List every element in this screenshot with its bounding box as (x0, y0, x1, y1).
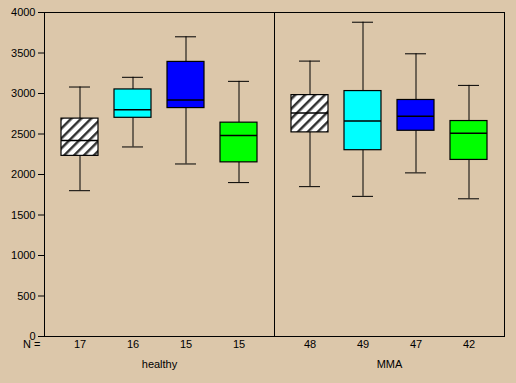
svg-text:1500: 1500 (11, 209, 35, 221)
svg-text:N =: N = (23, 338, 40, 350)
svg-text:42: 42 (463, 338, 475, 350)
svg-text:3500: 3500 (11, 47, 35, 59)
svg-text:15: 15 (233, 338, 245, 350)
svg-text:1000: 1000 (11, 249, 35, 261)
svg-text:48: 48 (304, 338, 316, 350)
svg-text:15: 15 (180, 338, 192, 350)
svg-text:MMA: MMA (377, 358, 403, 370)
svg-text:2500: 2500 (11, 128, 35, 140)
svg-text:healthy: healthy (142, 358, 178, 370)
svg-text:16: 16 (127, 338, 139, 350)
svg-text:47: 47 (410, 338, 422, 350)
svg-text:500: 500 (17, 290, 35, 302)
svg-text:17: 17 (74, 338, 86, 350)
svg-text:4000: 4000 (11, 6, 35, 18)
svg-text:3000: 3000 (11, 87, 35, 99)
svg-text:0: 0 (29, 330, 36, 342)
svg-text:49: 49 (357, 338, 369, 350)
svg-text:2000: 2000 (11, 168, 35, 180)
